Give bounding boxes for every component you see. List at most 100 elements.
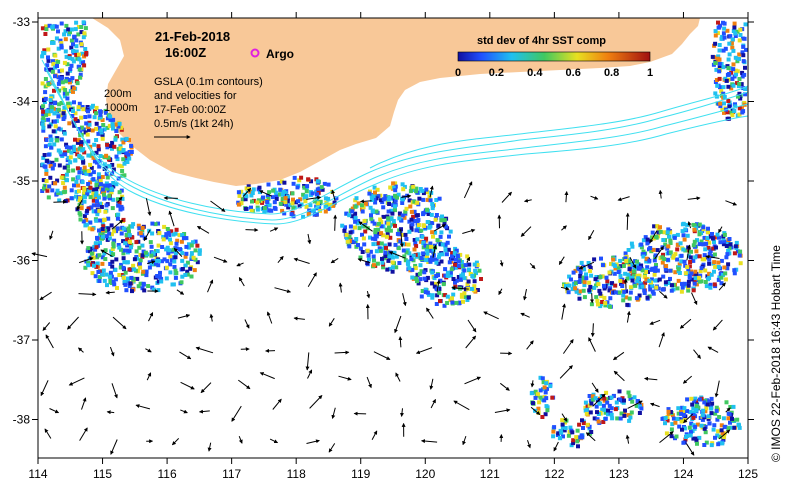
- velocity-arrow-icon: [272, 398, 282, 410]
- velocity-arrow-icon: [520, 226, 532, 237]
- bathymetry-contours: [41, 59, 749, 225]
- velocity-arrow-icon: [415, 347, 433, 355]
- velocity-arrow-icon: [627, 400, 643, 409]
- velocity-arrow-icon: [649, 402, 660, 408]
- velocity-arrow-icon: [462, 435, 467, 446]
- velocity-arrow-icon: [79, 427, 88, 441]
- velocity-arrow-icon: [562, 339, 574, 354]
- velocity-arrow-icon: [714, 380, 720, 398]
- velocity-arrow-icon: [81, 397, 87, 410]
- velocity-arrow-icon: [712, 319, 723, 331]
- velocity-arrow-icon: [176, 289, 185, 295]
- colorbar-tick-label: 0.8: [604, 67, 619, 79]
- velocity-arrow-icon: [177, 314, 191, 319]
- velocity-arrow-icon: [269, 227, 279, 232]
- velocity-arrow-icon: [306, 195, 322, 200]
- velocity-arrow-icon: [40, 380, 49, 397]
- velocity-arrow-icon: [686, 244, 691, 261]
- velocity-arrow-icon: [463, 181, 473, 199]
- velocity-arrow-icon: [277, 255, 284, 264]
- velocity-arrow-icon: [330, 257, 339, 264]
- velocity-arrow-icon: [725, 200, 738, 206]
- velocity-arrow-icon: [649, 319, 661, 325]
- velocity-arrow-icon: [527, 440, 531, 449]
- velocity-arrow-icon: [644, 376, 658, 381]
- velocity-arrow-icon: [590, 323, 595, 338]
- y-tick-label: -35: [13, 174, 31, 188]
- velocity-arrow-icon: [307, 272, 317, 288]
- colorbar-tick-label: 0.2: [489, 67, 504, 79]
- velocity-arrow-icon: [591, 382, 599, 393]
- velocity-arrow-icon: [626, 310, 631, 323]
- gsla-line-2: and velocities for: [154, 90, 237, 102]
- velocity-arrow-icon: [148, 312, 154, 322]
- velocity-arrow-icon: [523, 288, 527, 301]
- velocity-arrow-icon: [76, 199, 83, 211]
- velocity-arrow-icon: [171, 438, 180, 446]
- velocity-arrow-icon: [266, 311, 273, 324]
- x-tick-label: 119: [351, 467, 370, 481]
- colorbar-tick-label: 0.6: [566, 67, 581, 79]
- velocity-arrow-icon: [654, 245, 664, 260]
- velocity-arrow-icon: [465, 335, 477, 349]
- velocity-arrow-icon: [558, 256, 565, 266]
- velocity-arrow-icon: [293, 257, 310, 264]
- velocity-arrow-icon: [561, 225, 567, 231]
- velocity-arrow-icon: [436, 279, 441, 292]
- x-tick-label: 114: [28, 467, 47, 481]
- velocity-arrow-icon: [331, 189, 336, 201]
- velocity-arrow-icon: [109, 346, 115, 357]
- colorbar-title: std dev of 4hr SST comp: [477, 35, 606, 47]
- gsla-line-3: 17-Feb 00:00Z: [154, 104, 226, 116]
- velocity-arrow-icon: [686, 443, 695, 456]
- velocity-arrow-icon: [334, 350, 350, 355]
- velocity-arrow-icon: [658, 332, 665, 348]
- colorbar-ticks: 0 0.2 0.4 0.6 0.8 1: [455, 67, 653, 79]
- velocity-arrow-icon: [433, 224, 446, 232]
- velocity-arrow-icon: [78, 347, 84, 353]
- velocity-arrow-icon: [467, 319, 477, 333]
- velocity-arrow-icon: [231, 405, 242, 422]
- velocity-arrow-icon: [173, 247, 183, 257]
- velocity-arrow-icon: [430, 398, 436, 409]
- velocity-arrow-icon: [198, 409, 210, 414]
- velocity-arrow-icon: [426, 307, 434, 319]
- velocity-arrow-icon: [106, 410, 115, 415]
- velocity-arrow-icon: [207, 279, 214, 293]
- colorbar: [457, 51, 651, 62]
- imos-credit: © IMOS 22-Feb-2018 16:43 Hobart Time: [769, 245, 783, 462]
- y-tick-label: -38: [13, 413, 31, 427]
- velocity-arrow-icon: [145, 348, 152, 353]
- colorbar-tick-label: 1: [647, 67, 653, 79]
- velocity-arrow-icon: [209, 313, 214, 322]
- velocity-arrow-icon: [146, 372, 152, 381]
- velocity-arrow-icon: [705, 254, 720, 259]
- argo-label: Argo: [266, 47, 294, 61]
- velocity-arrow-icon: [388, 251, 406, 259]
- x-tick-label: 117: [222, 467, 241, 481]
- velocity-arrow-icon: [399, 408, 404, 417]
- velocity-arrow-icon: [501, 191, 512, 203]
- velocity-arrow-icon: [328, 318, 335, 327]
- y-tick-label: -34: [13, 95, 31, 109]
- velocity-arrow-icon: [163, 196, 178, 201]
- velocity-arrow-icon: [259, 372, 275, 380]
- velocity-arrow-icon: [307, 233, 312, 245]
- velocity-arrow-icon: [238, 379, 251, 390]
- velocity-arrow-icon: [561, 303, 566, 320]
- velocity-arrow-icon: [359, 199, 372, 204]
- velocity-arrow-icon: [625, 434, 630, 444]
- velocity-arrow-icon: [553, 441, 559, 452]
- velocity-arrow-icon: [366, 290, 371, 299]
- velocity-arrow-icon: [682, 375, 693, 384]
- velocity-arrow-icon: [207, 442, 212, 452]
- velocity-arrow-icon: [592, 393, 606, 407]
- velocity-arrow-icon: [429, 185, 434, 198]
- velocity-arrow-icon: [483, 311, 499, 320]
- velocity-arrow-icon: [399, 229, 404, 248]
- velocity-arrow-icon: [117, 196, 123, 203]
- gsla-line-4: 0.5m/s (1kt 24h): [154, 118, 233, 130]
- velocity-arrow-icon: [293, 316, 305, 321]
- x-axis: 114 115 116 117 118 119 120 121 122 123 124 125: [28, 12, 758, 481]
- velocity-arrow-icon: [44, 428, 52, 439]
